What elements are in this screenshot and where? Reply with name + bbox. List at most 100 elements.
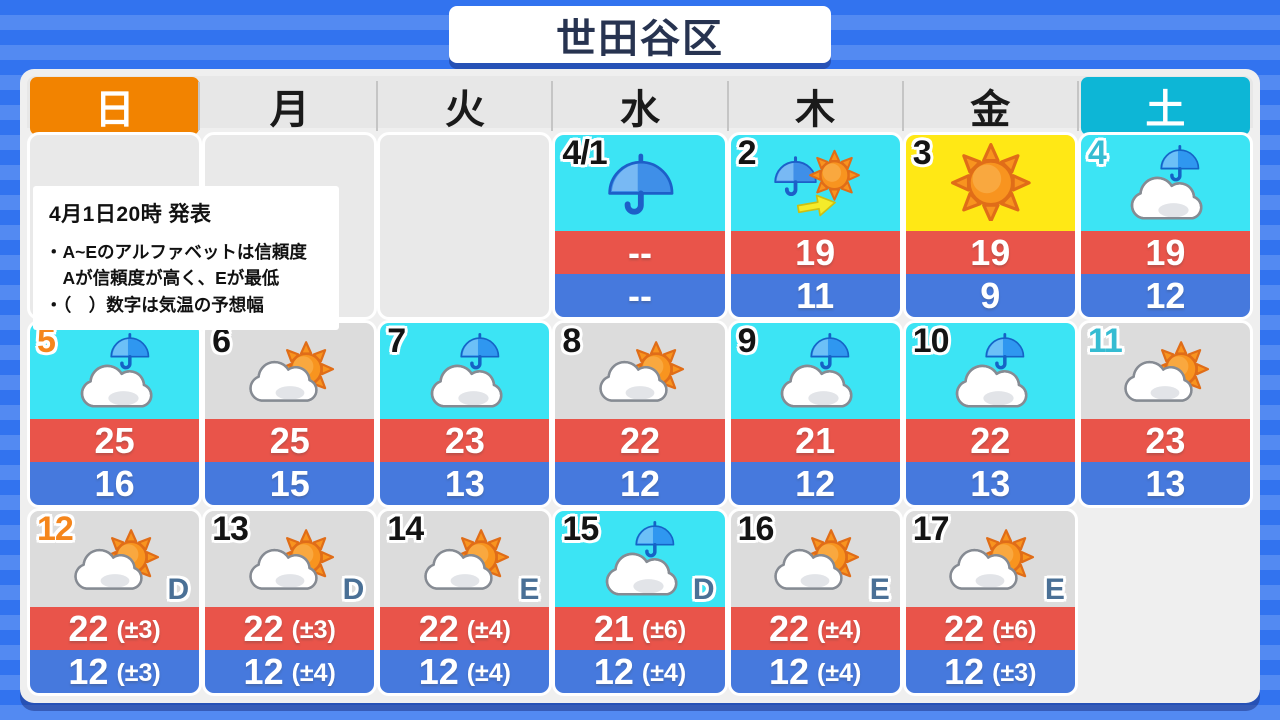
high-temp-range: (±4)	[817, 615, 862, 644]
reliability-letter: E	[519, 573, 540, 606]
sky-area: 4	[1080, 135, 1250, 231]
low-temp-band: 12 (±4)	[730, 650, 900, 693]
cloud-sun-icon	[73, 528, 159, 590]
weather-icon-holder	[592, 141, 688, 226]
weather-icon-holder	[942, 141, 1038, 226]
high-temp-value: 22	[243, 607, 284, 649]
cloud-sun-icon	[249, 340, 334, 402]
sky-area: 12 D	[30, 511, 200, 607]
low-temp-value: 12	[593, 650, 634, 692]
cloud-rain-icon	[956, 332, 1028, 408]
cloud-rain-icon	[80, 332, 153, 408]
day-cell: 16 E 22 (±4) 12 (±4)	[727, 508, 903, 696]
high-temp-range: (±6)	[992, 615, 1037, 644]
day-number: 4/1	[562, 134, 607, 172]
high-temp-range: (±4)	[466, 615, 512, 644]
high-temp-band: 22 (±4)	[730, 607, 900, 650]
low-temp-band: 16	[30, 462, 200, 505]
high-temp-band: 22	[905, 419, 1075, 462]
sky-area: 13 D	[205, 511, 375, 607]
high-temp-band: 22 (±3)	[30, 607, 200, 650]
weather-icon-holder	[767, 517, 863, 602]
weather-icon-holder	[417, 517, 513, 602]
cloud-icon	[249, 548, 318, 590]
cloud-icon	[780, 364, 853, 408]
notice-line: ・（ ）数字は気温の予想幅	[45, 294, 264, 315]
umbrella-icon	[635, 520, 675, 557]
low-temp-value: 12	[944, 650, 985, 692]
cloud-rain-icon	[1131, 144, 1203, 220]
high-temp-value: 22	[418, 607, 459, 649]
weather-icon-holder	[1117, 329, 1213, 414]
low-temp-band: 13	[905, 462, 1075, 505]
weather-icon-holder	[242, 517, 338, 602]
empty-day-cell	[377, 132, 553, 320]
cloud-icon	[1124, 360, 1193, 402]
rain-icon	[608, 153, 674, 215]
day-cell: 13 D 22 (±3) 12 (±4)	[202, 508, 378, 696]
reliability-letter: D	[692, 573, 715, 606]
day-number: 9	[737, 322, 757, 360]
high-temp-value: 22	[619, 419, 661, 461]
weather-icon-holder	[942, 517, 1038, 602]
cloud-icon	[73, 548, 143, 590]
low-temp-range: (±3)	[116, 658, 161, 687]
weekday-normal: 木	[728, 76, 904, 136]
low-temp-value: 13	[444, 462, 485, 504]
low-temp-band: 12 (±4)	[205, 650, 375, 693]
sky-area: 5	[30, 323, 200, 419]
weekday-normal: 金	[903, 76, 1079, 136]
high-temp-band: 22 (±6)	[905, 607, 1075, 650]
cloud-sun-icon	[424, 528, 509, 590]
weather-icon-holder	[1117, 141, 1213, 226]
sunny-icon	[951, 142, 1031, 223]
sky-area: 2	[730, 135, 900, 231]
high-temp-range: (±3)	[291, 615, 336, 644]
high-temp-value: 22	[68, 607, 109, 649]
high-temp-value: 25	[269, 419, 310, 461]
cloud-icon	[1131, 176, 1203, 220]
low-temp-value: 12	[68, 650, 109, 692]
weekday-normal: 月	[202, 76, 379, 136]
weather-icon-holder	[767, 329, 863, 414]
low-temp-band: 12 (±4)	[380, 650, 550, 693]
low-temp-value: 9	[980, 274, 1001, 316]
weekday-label: 日	[94, 88, 135, 132]
high-temp-value: 22	[970, 419, 1011, 461]
high-temp-band: 22	[555, 419, 725, 462]
day-cell: 10 22 13	[902, 320, 1078, 508]
high-temp-band: 25	[205, 419, 375, 462]
weather-icon-holder	[242, 329, 338, 414]
low-temp-value: 13	[970, 462, 1011, 504]
umbrella-icon	[985, 332, 1025, 369]
reliability-letter: D	[342, 573, 365, 606]
cloud-rain-icon	[605, 520, 678, 596]
cloud-sun-icon	[1124, 340, 1210, 402]
weekday-header-row: 日 月 火 水 木 金 土	[27, 76, 1253, 135]
forecast-panel: 日 月 火 水 木 金 土 4/1 -- --	[20, 69, 1260, 703]
day-number: 7	[387, 322, 406, 360]
reliability-letter: D	[167, 573, 190, 606]
sky-area: 6	[205, 322, 375, 419]
day-number: 6	[212, 322, 231, 360]
weekday-label: 火	[444, 88, 485, 132]
reliability-letter: E	[1044, 573, 1065, 606]
issued-timestamp: 4月1日20時 発表	[49, 203, 212, 226]
cloud-sun-icon	[599, 340, 685, 402]
day-cell: 4/1 -- --	[552, 132, 728, 320]
cloud-sun-icon	[249, 528, 334, 590]
low-temp-band: 12	[555, 462, 725, 505]
day-cell: 8 22 12	[552, 320, 728, 508]
umbrella-icon	[1160, 144, 1200, 181]
low-temp-value: 12	[619, 462, 661, 504]
cloud-icon	[430, 364, 503, 408]
high-temp-band: 19	[1080, 231, 1250, 274]
notice-line: ・A~Eのアルファベットは信頼度	[45, 242, 307, 262]
sky-area: 10	[905, 323, 1075, 419]
region-name: 世田谷区	[556, 16, 724, 61]
day-cell: 7 23 13	[377, 320, 553, 508]
weather-icon-holder	[592, 517, 688, 602]
cloud-sun-icon	[774, 528, 860, 590]
high-temp-band: 19	[730, 231, 900, 274]
low-temp-range: (±4)	[817, 658, 862, 687]
